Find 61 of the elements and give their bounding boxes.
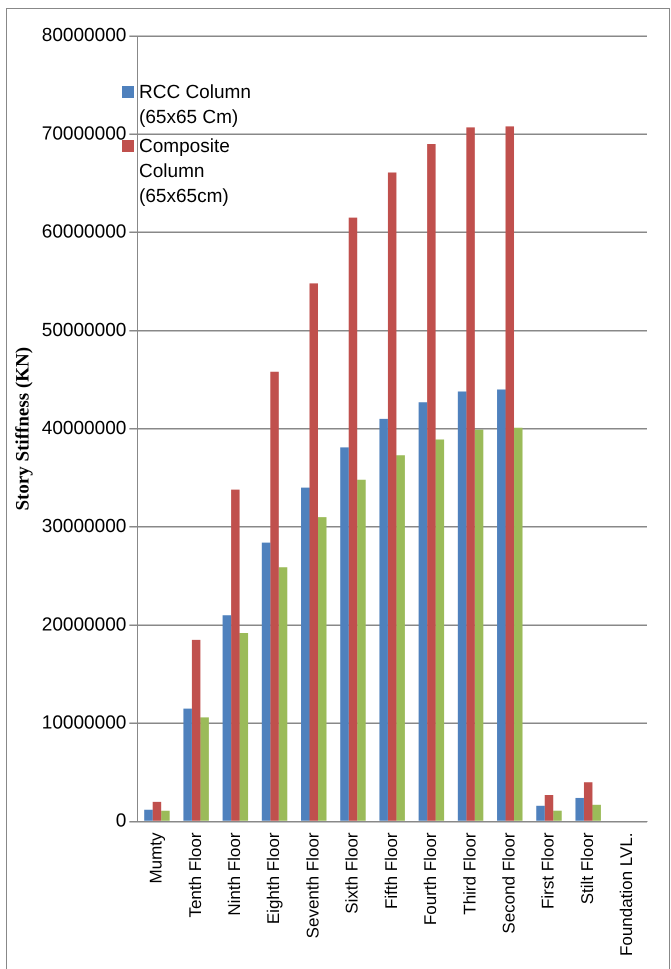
bar	[396, 455, 405, 821]
x-tick-label: Fifth Floor	[382, 832, 401, 910]
bar	[222, 615, 232, 821]
bar	[427, 144, 436, 821]
bar	[301, 488, 310, 821]
bar	[506, 126, 514, 821]
y-tick-label: 30000000	[42, 516, 126, 538]
bar	[497, 389, 506, 821]
x-tick-label: Stilt Floor	[578, 832, 597, 904]
x-tick-label: Third Floor	[460, 832, 480, 915]
x-tick-label: Second Floor	[499, 832, 518, 934]
y-tick-label: 80000000	[42, 25, 126, 46]
bar	[152, 802, 162, 821]
bar	[270, 372, 279, 821]
bar	[262, 542, 270, 821]
bar	[144, 810, 153, 821]
x-tick-label: Ninth Floor	[225, 832, 244, 916]
bar	[436, 440, 444, 821]
y-tick-label: 50000000	[42, 320, 126, 341]
bar	[379, 418, 388, 821]
bar	[575, 798, 584, 821]
bar	[183, 708, 192, 821]
x-tick-label: Fourth Floor	[421, 832, 440, 926]
bar	[536, 806, 545, 821]
bar	[310, 283, 318, 821]
bar	[240, 632, 248, 821]
bar	[418, 402, 428, 821]
legend-label: RCC Column (65x65 Cm)	[139, 81, 252, 130]
x-tick-label: Mumty	[146, 832, 166, 884]
bar	[553, 810, 562, 821]
y-axis-title: Story Stiffness (KN)	[12, 346, 34, 511]
bar	[348, 218, 358, 821]
bar	[474, 430, 484, 821]
bar	[231, 490, 240, 821]
y-tick-label: 70000000	[42, 123, 126, 144]
y-tick-label: 0	[116, 810, 126, 832]
bar	[278, 567, 288, 821]
y-tick-label: 10000000	[42, 712, 126, 734]
bar	[544, 794, 554, 821]
y-tick-label: 20000000	[42, 614, 126, 636]
bar	[357, 480, 366, 821]
bar	[458, 391, 466, 821]
legend-label: Composite Column (65x65cm)	[139, 135, 231, 209]
bar	[592, 804, 601, 821]
bar	[318, 517, 326, 821]
y-tick-label: 40000000	[42, 418, 126, 439]
bar	[514, 428, 523, 821]
bar	[466, 127, 475, 821]
x-tick-label: Sixth Floor	[342, 832, 362, 914]
bar	[200, 717, 209, 821]
x-tick-label: Foundation LVL.	[617, 832, 636, 956]
bar	[584, 782, 592, 821]
x-tick-label: First Floor	[538, 832, 558, 909]
bar	[340, 447, 349, 821]
bar	[161, 810, 170, 821]
bar	[388, 172, 396, 821]
x-tick-label: Seventh Floor	[303, 832, 322, 938]
x-tick-label: Tenth Floor	[186, 832, 205, 918]
x-tick-label: Eighth Floor	[264, 832, 284, 924]
bar	[192, 640, 200, 821]
y-tick-label: 60000000	[42, 222, 126, 243]
